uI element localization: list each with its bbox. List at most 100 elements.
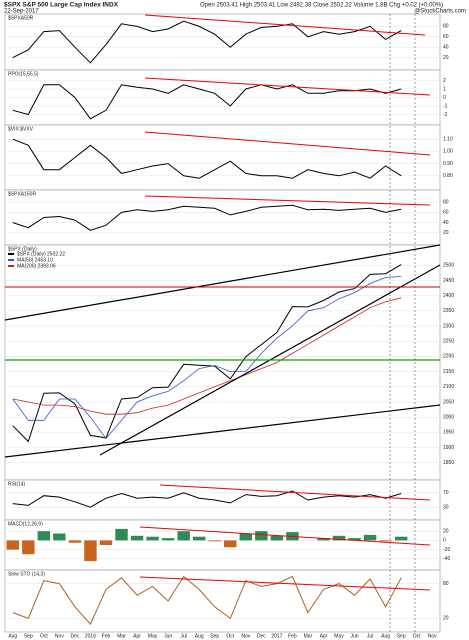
bar bbox=[239, 533, 253, 541]
y-tick-label: -2 bbox=[443, 112, 448, 118]
panel-frame bbox=[4, 13, 441, 71]
x-tick-label: Nov bbox=[428, 633, 437, 639]
y-tick-label: 70 bbox=[443, 490, 449, 496]
bar bbox=[6, 540, 19, 550]
y-tick-label: 20 bbox=[443, 529, 449, 535]
x-tick-label: Sep bbox=[397, 633, 406, 639]
bar bbox=[146, 536, 159, 541]
x-tick-label: Oct bbox=[413, 633, 421, 639]
y-tick-label: -20 bbox=[443, 547, 450, 553]
panel-title: $VIX:$VXV bbox=[8, 126, 34, 132]
bar bbox=[22, 540, 35, 555]
y-tick-label: 2200 bbox=[443, 354, 454, 360]
bar bbox=[317, 538, 330, 541]
bar bbox=[53, 533, 66, 541]
y-tick-label: 20 bbox=[443, 230, 449, 236]
x-tick-label: Oct bbox=[40, 633, 48, 639]
x-tick-label: Sep bbox=[210, 633, 219, 639]
bar bbox=[208, 540, 221, 542]
trendlines bbox=[4, 14, 441, 632]
bar bbox=[37, 531, 51, 541]
series-line bbox=[12, 297, 402, 415]
x-tick-label: Feb bbox=[288, 633, 297, 639]
bar bbox=[192, 536, 206, 541]
x-tick-label: Mar bbox=[304, 633, 313, 639]
x-tick-label: May bbox=[148, 633, 158, 639]
y-tick-label: 30 bbox=[443, 505, 449, 511]
x-tick-label: Jun bbox=[351, 633, 359, 639]
panel-title: RSI(14) bbox=[8, 481, 26, 487]
y-tick-label: 2350 bbox=[443, 308, 454, 314]
x-tick-label: May bbox=[334, 633, 344, 639]
legend-label: MA(50) 2463.10 bbox=[17, 257, 53, 263]
x-tick-label: Sep bbox=[24, 633, 33, 639]
bar bbox=[224, 540, 237, 548]
y-tick-label: 2450 bbox=[443, 278, 454, 284]
panel-title: Slow STO (14,3) bbox=[8, 571, 45, 577]
legend-label: MA(200) 2393.06 bbox=[17, 263, 56, 269]
legend-swatch bbox=[8, 253, 14, 255]
y-tick-label: 2100 bbox=[443, 384, 454, 390]
y-tick-label: 0.80 bbox=[443, 173, 453, 179]
legend-swatch bbox=[8, 265, 14, 267]
bar bbox=[68, 540, 82, 543]
y-tick-label: 60 bbox=[443, 210, 449, 216]
y-tick-label: 2 bbox=[443, 78, 446, 84]
x-tick-label: Nov bbox=[241, 633, 250, 639]
bar bbox=[348, 538, 361, 541]
y-tick-label: -40 bbox=[443, 556, 450, 562]
y-tick-label: 2250 bbox=[443, 339, 454, 345]
bar bbox=[99, 540, 113, 545]
x-tick-label: Mar bbox=[117, 633, 126, 639]
y-tick-label: 1850 bbox=[443, 460, 454, 466]
y-tick-label: 1.00 bbox=[443, 149, 453, 155]
series-line bbox=[12, 264, 402, 443]
series-line bbox=[12, 138, 402, 179]
x-tick-label: Aug bbox=[8, 633, 17, 639]
y-tick-label: 2500 bbox=[443, 263, 454, 269]
y-tick-label: 2150 bbox=[443, 369, 454, 375]
y-tick-label: 80 bbox=[443, 581, 449, 587]
y-tick-label: 1900 bbox=[443, 445, 454, 451]
page-title: $SPX S&P 500 Large Cap Index INDX bbox=[4, 2, 119, 9]
y-tick-label: 80 bbox=[443, 200, 449, 206]
bar bbox=[379, 540, 392, 542]
y-tick-label: 2400 bbox=[443, 293, 454, 299]
panel-title: $SPXA150R bbox=[8, 191, 36, 197]
x-tick-label: Aug bbox=[381, 633, 390, 639]
bar bbox=[177, 531, 190, 541]
y-tick-label: 2300 bbox=[443, 323, 454, 329]
y-tick-label: 2050 bbox=[443, 399, 454, 405]
y-tick-label: 20 bbox=[443, 616, 449, 622]
legend-label: $SPX (Daily) 2502.22 bbox=[17, 251, 65, 257]
bar bbox=[332, 535, 346, 541]
x-tick-label: Aug bbox=[195, 633, 204, 639]
y-tick-label: 0 bbox=[443, 538, 446, 544]
date: 22-Sep-2017 bbox=[4, 9, 39, 15]
bar bbox=[115, 528, 128, 541]
x-tick-label: Apr bbox=[320, 633, 328, 639]
y-tick-label: 40 bbox=[443, 220, 449, 226]
bar bbox=[130, 535, 144, 541]
y-tick-label: -1 bbox=[443, 103, 448, 109]
x-tick-label: Dec bbox=[257, 633, 266, 639]
legend-swatch bbox=[8, 259, 14, 261]
panel-title: $SPXA50R bbox=[8, 15, 34, 21]
y-tick-label: 2000 bbox=[443, 415, 454, 421]
bar bbox=[363, 534, 377, 541]
panel-frame bbox=[4, 189, 441, 246]
panel-frame bbox=[4, 569, 441, 633]
x-tick-label: Jul bbox=[367, 633, 373, 639]
y-tick-label: 1950 bbox=[443, 430, 454, 436]
x-tick-label: 2017 bbox=[271, 633, 282, 639]
y-tick-label: 0 bbox=[443, 95, 446, 101]
series-line bbox=[12, 204, 402, 231]
panel-title: PPO(15,55,5) bbox=[8, 71, 39, 77]
y-tick-label: 1 bbox=[443, 86, 446, 92]
panel-title: MACD(12,26,9) bbox=[8, 521, 43, 527]
source: @StockCharts.com bbox=[414, 9, 466, 15]
quote: Open 2503.41 High 2503.41 Low 2492.38 Cl… bbox=[200, 3, 443, 9]
panel-frame bbox=[4, 124, 441, 191]
x-tick-label: Jul bbox=[180, 633, 186, 639]
